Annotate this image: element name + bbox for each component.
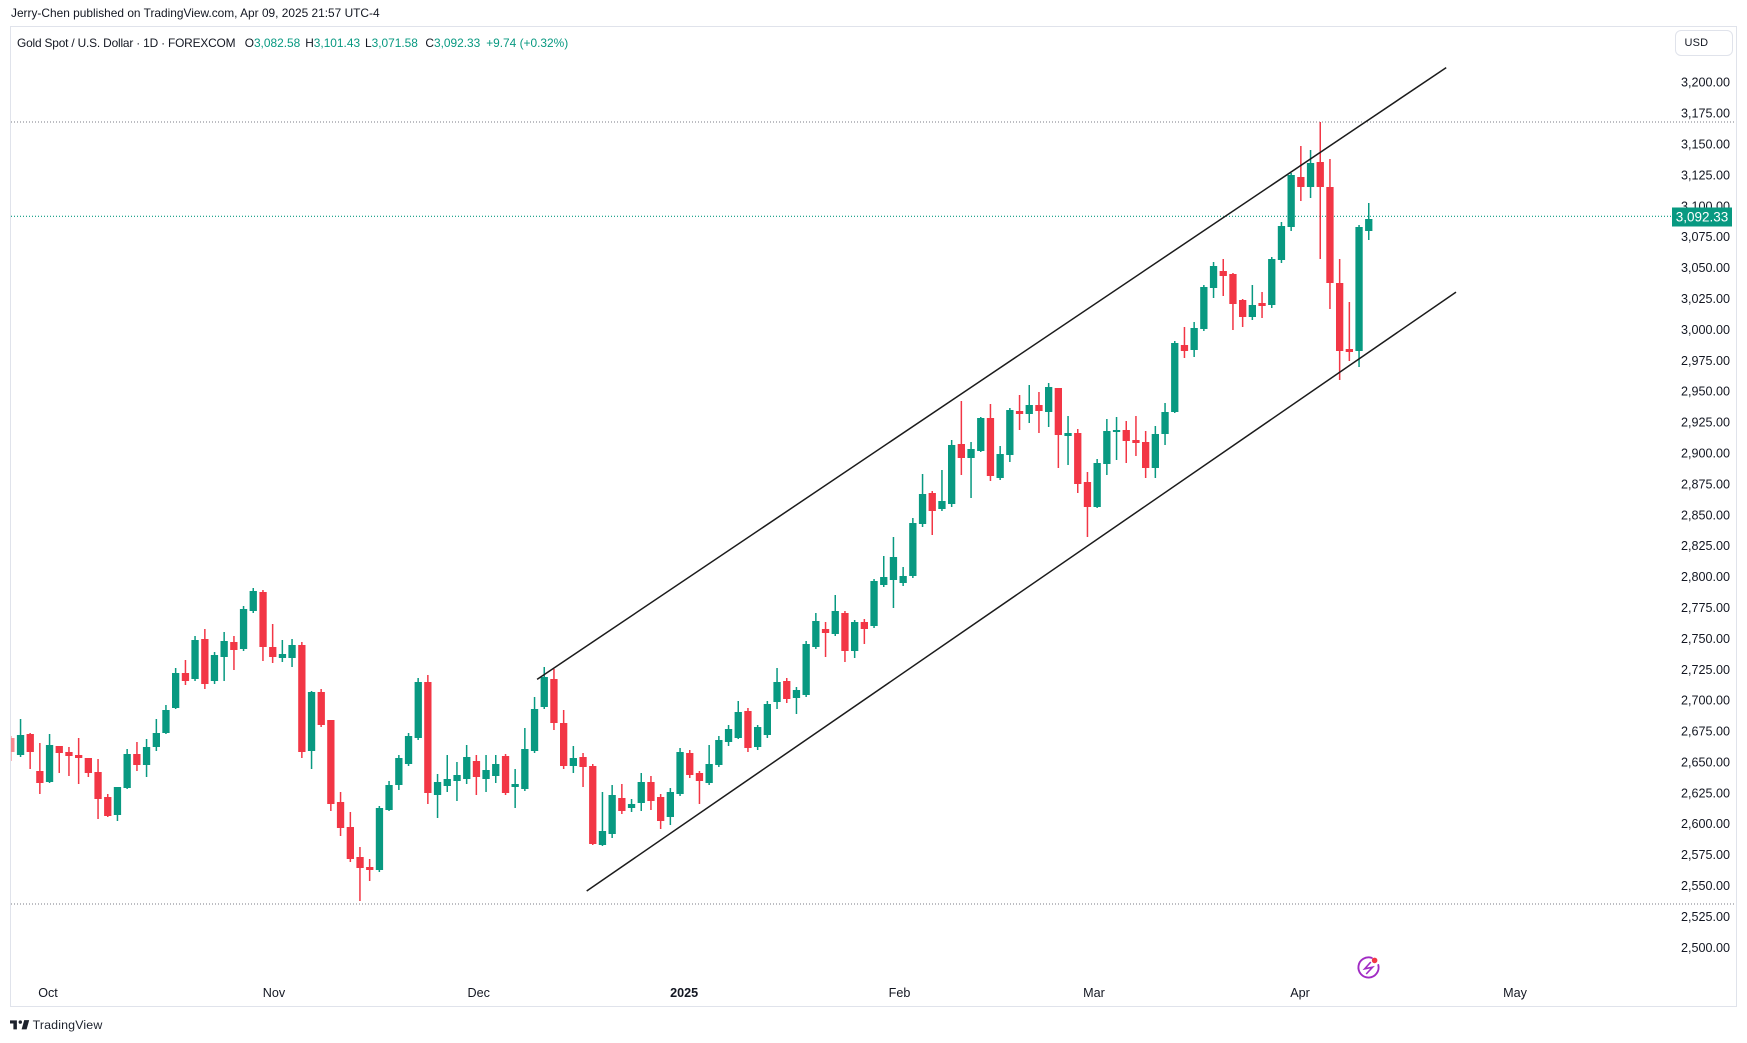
svg-text:2,825.00: 2,825.00: [1681, 539, 1730, 553]
svg-text:2,950.00: 2,950.00: [1681, 385, 1730, 399]
svg-text:3,000.00: 3,000.00: [1681, 323, 1730, 337]
svg-text:Nov: Nov: [263, 986, 286, 1000]
svg-text:2,800.00: 2,800.00: [1681, 570, 1730, 584]
svg-text:2,900.00: 2,900.00: [1681, 447, 1730, 461]
svg-text:2,675.00: 2,675.00: [1681, 725, 1730, 739]
svg-text:2,875.00: 2,875.00: [1681, 477, 1730, 491]
svg-text:2,750.00: 2,750.00: [1681, 632, 1730, 646]
svg-text:2,700.00: 2,700.00: [1681, 694, 1730, 708]
svg-text:May: May: [1503, 986, 1527, 1000]
svg-text:2,775.00: 2,775.00: [1681, 601, 1730, 615]
svg-text:2,725.00: 2,725.00: [1681, 663, 1730, 677]
svg-text:2,650.00: 2,650.00: [1681, 755, 1730, 769]
svg-text:2,850.00: 2,850.00: [1681, 508, 1730, 522]
svg-text:3,200.00: 3,200.00: [1681, 76, 1730, 90]
svg-text:3,050.00: 3,050.00: [1681, 261, 1730, 275]
svg-text:2,975.00: 2,975.00: [1681, 354, 1730, 368]
svg-text:Mar: Mar: [1083, 986, 1105, 1000]
svg-text:Apr: Apr: [1290, 986, 1310, 1000]
svg-text:3,125.00: 3,125.00: [1681, 168, 1730, 182]
svg-text:3,075.00: 3,075.00: [1681, 230, 1730, 244]
svg-text:2,575.00: 2,575.00: [1681, 848, 1730, 862]
svg-text:2,600.00: 2,600.00: [1681, 817, 1730, 831]
svg-text:3,150.00: 3,150.00: [1681, 138, 1730, 152]
svg-text:2,500.00: 2,500.00: [1681, 941, 1730, 955]
svg-text:2,525.00: 2,525.00: [1681, 910, 1730, 924]
svg-text:2,550.00: 2,550.00: [1681, 879, 1730, 893]
svg-text:2,625.00: 2,625.00: [1681, 786, 1730, 800]
svg-text:3,025.00: 3,025.00: [1681, 292, 1730, 306]
svg-text:2,925.00: 2,925.00: [1681, 416, 1730, 430]
svg-text:2025: 2025: [670, 986, 698, 1000]
svg-text:3,175.00: 3,175.00: [1681, 107, 1730, 121]
svg-text:3,092.33: 3,092.33: [1676, 210, 1729, 225]
svg-text:Feb: Feb: [889, 986, 911, 1000]
svg-text:Dec: Dec: [467, 986, 489, 1000]
svg-text:Oct: Oct: [38, 986, 58, 1000]
